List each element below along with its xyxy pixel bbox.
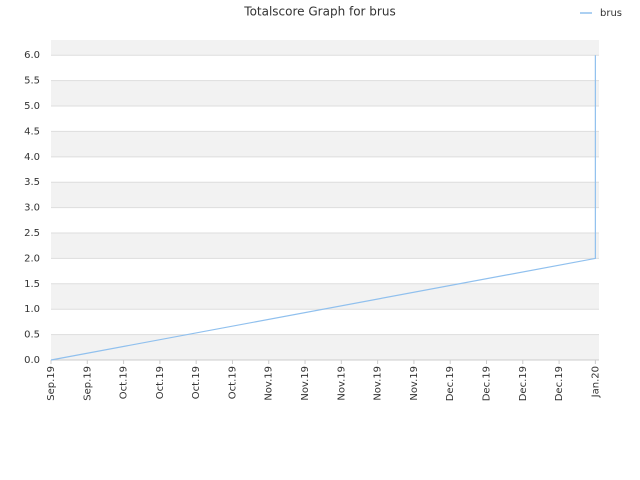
chart-title: Totalscore Graph for brus (243, 5, 395, 19)
y-tick-label: 3.5 (24, 177, 40, 188)
y-tick-label: 4.5 (24, 126, 40, 137)
y-tick-label: 4.0 (24, 152, 40, 163)
x-tick-label: Dec.19 (481, 366, 492, 401)
grid-band (51, 233, 599, 259)
y-tick-label: 2.0 (24, 253, 40, 264)
y-tick-label: 1.5 (24, 279, 40, 290)
x-tick-label: Nov.19 (336, 366, 347, 401)
grid-band (51, 156, 599, 183)
legend-label: brus (600, 8, 622, 19)
y-tick-label: 5.0 (24, 101, 40, 112)
x-tick-label: Dec.19 (518, 366, 529, 401)
x-tick-label: Sep.19 (46, 366, 57, 401)
x-tick-label: Nov.19 (300, 366, 311, 401)
x-tick-label: Dec.19 (554, 366, 565, 401)
y-tick-label: 0.0 (24, 355, 40, 366)
grid-band (51, 182, 599, 208)
grid-band (51, 55, 599, 81)
grid-band (51, 80, 599, 107)
x-tick-label: Oct.19 (227, 366, 238, 399)
grid-band (51, 258, 599, 284)
x-tick-label: Nov.19 (409, 366, 420, 401)
grid-band (51, 309, 599, 335)
grid-band (51, 40, 599, 56)
y-tick-label: 6.0 (24, 50, 40, 61)
x-tick-label: Oct.19 (191, 366, 202, 399)
data-line (50, 55, 596, 361)
x-tick-label: Nov.19 (373, 366, 384, 401)
x-tick-label: Nov.19 (264, 366, 275, 401)
grid-band (51, 207, 599, 234)
grid-band (51, 106, 599, 132)
x-tick-label: Oct.19 (119, 366, 130, 399)
x-tick-label: Jan.20 (590, 366, 601, 398)
grid-band (51, 334, 599, 360)
y-tick-label: 3.0 (24, 203, 40, 214)
x-tick-label: Dec.19 (445, 366, 456, 401)
y-tick-label: 1.0 (24, 304, 40, 315)
y-tick-label: 0.5 (24, 330, 40, 341)
grid-band (51, 283, 599, 310)
grid-band (51, 131, 599, 157)
y-tick-label: 5.5 (24, 76, 40, 87)
x-tick-label: Oct.19 (155, 366, 166, 399)
y-tick-label: 2.5 (24, 228, 40, 239)
x-tick-label: Sep.19 (82, 366, 93, 401)
